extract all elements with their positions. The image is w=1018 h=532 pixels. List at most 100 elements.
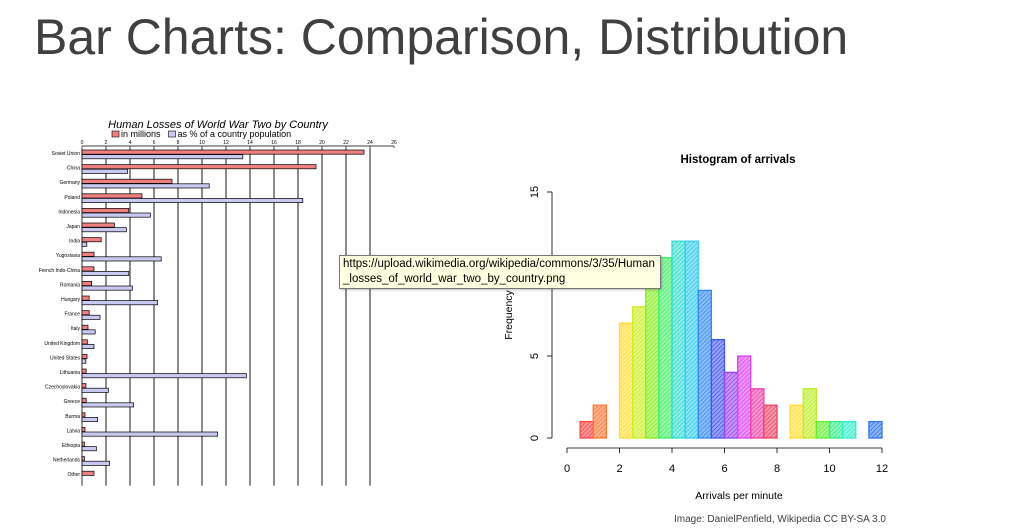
histogram-bar — [618, 322, 634, 439]
arrivals-histogram: Histogram of arrivals 0 2 4 6 8 10 12 Arrivals p… — [503, 154, 888, 502]
x-tick-label: 20 — [319, 140, 325, 146]
bar — [81, 402, 134, 408]
legend-label: in millions — [121, 129, 161, 139]
category-label: Lithuania — [60, 370, 81, 376]
histogram-bar — [736, 355, 752, 439]
bar — [81, 354, 88, 359]
category-label: Germany — [59, 180, 80, 186]
y-tick-label: 5 — [529, 353, 541, 359]
bar — [81, 470, 95, 476]
category-label: Italy — [71, 326, 81, 332]
category-label: Yugoslavia — [56, 253, 80, 259]
x-tick-label: 8 — [774, 463, 780, 475]
histogram-bar — [841, 420, 857, 439]
x-tick-label: 12 — [876, 463, 888, 475]
histogram-bar — [645, 273, 660, 439]
histogram-bar — [697, 289, 713, 439]
bar — [81, 446, 97, 452]
bar — [81, 358, 87, 364]
histogram-bar — [710, 338, 726, 439]
bar — [81, 227, 127, 233]
bar — [81, 417, 98, 422]
histogram-bar — [828, 420, 844, 439]
legend-swatch — [168, 130, 176, 138]
histogram-bar — [815, 420, 831, 439]
category-label: France — [64, 312, 80, 318]
image-url-tooltip: https://upload.wikimedia.org/wikipedia/c… — [339, 255, 661, 289]
bar — [81, 383, 87, 389]
bar — [81, 149, 365, 155]
category-label: Indonesia — [58, 209, 80, 215]
bar — [81, 251, 95, 257]
category-label: Netherlands — [53, 458, 80, 464]
x-tick-label: 26 — [391, 140, 397, 146]
category-label: Soviet Union — [52, 151, 81, 157]
category-label: Romania — [60, 282, 80, 288]
histogram-bar — [802, 388, 818, 439]
bar — [81, 281, 92, 286]
bar — [81, 208, 130, 213]
bar — [81, 222, 115, 228]
bar — [81, 397, 87, 403]
x-tick-label: 18 — [295, 140, 301, 146]
category-label: Greece — [64, 399, 81, 405]
bar — [81, 412, 86, 418]
bar — [81, 256, 162, 262]
x-tick-label: 6 — [721, 463, 727, 475]
image-credit: Image: DanielPenfield, Wikipedia CC BY-S… — [674, 514, 886, 525]
histogram-bar — [579, 420, 594, 439]
bar — [81, 431, 218, 437]
y-tick-label: 0 — [529, 435, 541, 441]
bar — [81, 314, 101, 320]
x-tick-label: 0 — [81, 140, 84, 146]
x-tick-label: 2 — [105, 140, 108, 146]
x-tick-label: 14 — [247, 140, 253, 146]
x-tick-label: 10 — [199, 140, 205, 146]
histogram-title: Histogram of arrivals — [680, 154, 795, 166]
histogram-bar — [684, 240, 699, 439]
x-axis-label: Arrivals per minute — [695, 490, 783, 502]
bar — [81, 295, 90, 301]
bar — [81, 300, 158, 306]
bar — [81, 427, 86, 432]
histogram-bar — [592, 404, 608, 439]
bar — [81, 241, 88, 247]
y-tick-label: 15 — [529, 186, 541, 198]
category-label: China — [67, 166, 80, 172]
bar — [81, 183, 210, 189]
category-label: Latvia — [67, 428, 81, 434]
bar — [81, 285, 133, 291]
category-label: India — [69, 239, 80, 245]
category-label: Burma — [65, 414, 80, 420]
histogram-bar — [631, 306, 647, 439]
category-label: United Kingdom — [44, 341, 80, 347]
bar — [81, 387, 109, 393]
x-tick-label: 10 — [823, 463, 835, 475]
category-label: Ethiopia — [62, 443, 80, 449]
category-label: Japan — [66, 224, 80, 230]
bar — [81, 212, 151, 218]
bar — [81, 460, 110, 466]
histogram-bar — [723, 371, 739, 439]
x-tick-label: 12 — [223, 140, 229, 146]
bar — [81, 178, 173, 184]
bar — [81, 324, 89, 330]
war-losses-bar-chart: Human Losses of World War Two by Country… — [39, 119, 397, 486]
bar — [81, 441, 85, 447]
x-tick-label: 24 — [367, 140, 373, 146]
x-tick-label: 6 — [153, 140, 156, 146]
x-tick-label: 4 — [129, 140, 132, 146]
chart-title: Human Losses of World War Two by Country — [108, 119, 329, 131]
x-tick-label: 4 — [669, 463, 675, 475]
histogram-bar — [763, 404, 778, 439]
slide-title: Bar Charts: Comparison, Distribution — [34, 9, 849, 65]
bar — [81, 310, 90, 316]
bar — [81, 373, 247, 379]
bar — [81, 456, 85, 462]
histogram-bar — [671, 240, 686, 439]
x-tick-label: 22 — [343, 140, 349, 146]
category-label: Hungary — [61, 297, 80, 303]
y-axis-label: Frequency — [503, 289, 515, 339]
histogram-bar — [868, 420, 883, 439]
x-tick-label: 2 — [616, 463, 622, 475]
